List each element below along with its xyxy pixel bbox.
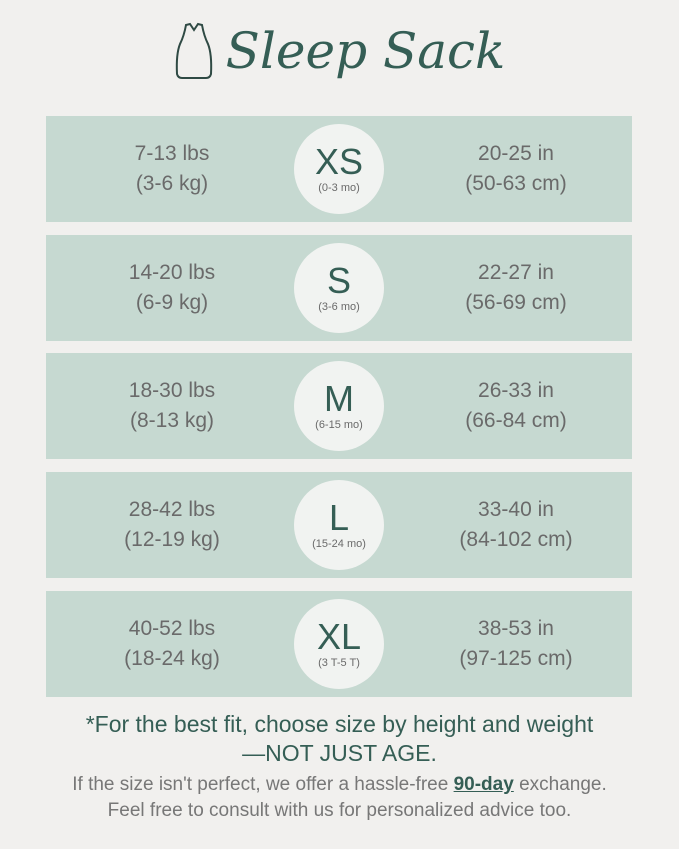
weight-lbs: 28-42 lbs bbox=[128, 498, 216, 521]
size-badge: M (6-15 mo) bbox=[294, 361, 384, 451]
age-range: (15-24 mo) bbox=[312, 538, 366, 550]
consult-text: Feel free to consult with us for persona… bbox=[107, 800, 572, 821]
height-in: 38-53 in bbox=[478, 617, 554, 640]
height-cm: (84-102 cm) bbox=[459, 528, 573, 551]
size-label: S bbox=[326, 260, 351, 301]
height: 20-25 in (50-63 cm) bbox=[406, 139, 626, 199]
age-range: (3-6 mo) bbox=[318, 301, 360, 313]
height-cm: (97-125 cm) bbox=[459, 647, 573, 670]
weight: 18-30 lbs (8-13 kg) bbox=[62, 376, 282, 436]
weight-lbs: 14-20 lbs bbox=[128, 261, 216, 284]
weight-kg: (8-13 kg) bbox=[129, 409, 215, 432]
exchange-text: If the size isn't perfect, we offer a ha… bbox=[72, 774, 454, 795]
size-row: 28-42 lbs (12-19 kg) L (15-24 mo) 33-40 in… bbox=[46, 472, 632, 578]
weight-kg: (6-9 kg) bbox=[135, 291, 209, 314]
size-label: XL bbox=[316, 616, 362, 657]
weight-kg: (12-19 kg) bbox=[124, 528, 220, 551]
size-label: XS bbox=[314, 141, 364, 182]
size-badge: S (3-6 mo) bbox=[294, 243, 384, 333]
sleep-sack-icon bbox=[175, 22, 212, 79]
exchange-note: If the size isn't perfect, we offer a ha… bbox=[0, 772, 679, 824]
age-range: (6-15 mo) bbox=[315, 419, 363, 431]
size-badge: XS (0-3 mo) bbox=[294, 124, 384, 214]
exchange-text-end: exchange. bbox=[513, 774, 607, 795]
height-in: 33-40 in bbox=[478, 498, 554, 521]
height-in: 20-25 in bbox=[478, 142, 554, 165]
height: 22-27 in (56-69 cm) bbox=[406, 258, 626, 318]
weight-kg: (18-24 kg) bbox=[124, 647, 220, 670]
size-row: 40-52 lbs (18-24 kg) XL (3 T-5 T) 38-53 in… bbox=[46, 591, 632, 697]
height-in: 26-33 in bbox=[478, 379, 554, 402]
page-title: Sleep Sack bbox=[225, 22, 506, 80]
height: 38-53 in (97-125 cm) bbox=[406, 614, 626, 674]
header: Sleep Sack bbox=[0, 22, 679, 80]
fit-note-line1: *For the best fit, choose size by height… bbox=[85, 711, 594, 737]
height-cm: (50-63 cm) bbox=[465, 172, 567, 195]
fit-note-line2: —NOT JUST AGE. bbox=[242, 740, 437, 766]
size-label: L bbox=[328, 497, 350, 538]
size-row: 7-13 lbs (3-6 kg) XS (0-3 mo) 20-25 in (50-… bbox=[46, 116, 632, 222]
age-range: (0-3 mo) bbox=[318, 182, 360, 194]
weight-lbs: 18-30 lbs bbox=[128, 379, 216, 402]
height-in: 22-27 in bbox=[478, 261, 554, 284]
size-row: 18-30 lbs (8-13 kg) M (6-15 mo) 26-33 in (6… bbox=[46, 353, 632, 459]
weight-lbs: 7-13 lbs bbox=[134, 142, 210, 165]
height: 33-40 in (84-102 cm) bbox=[406, 495, 626, 555]
weight: 14-20 lbs (6-9 kg) bbox=[62, 258, 282, 318]
size-badge: L (15-24 mo) bbox=[294, 480, 384, 570]
weight: 28-42 lbs (12-19 kg) bbox=[62, 495, 282, 555]
exchange-days: 90-day bbox=[453, 774, 514, 795]
weight: 40-52 lbs (18-24 kg) bbox=[62, 614, 282, 674]
age-range: (3 T-5 T) bbox=[318, 657, 360, 669]
size-label: M bbox=[324, 378, 354, 419]
size-badge: XL (3 T-5 T) bbox=[294, 599, 384, 689]
size-row: 14-20 lbs (6-9 kg) S (3-6 mo) 22-27 in (56-… bbox=[46, 235, 632, 341]
fit-note: *For the best fit, choose size by height… bbox=[0, 710, 679, 768]
height: 26-33 in (66-84 cm) bbox=[406, 376, 626, 436]
weight: 7-13 lbs (3-6 kg) bbox=[62, 139, 282, 199]
height-cm: (66-84 cm) bbox=[465, 409, 567, 432]
height-cm: (56-69 cm) bbox=[465, 291, 567, 314]
weight-lbs: 40-52 lbs bbox=[128, 617, 216, 640]
weight-kg: (3-6 kg) bbox=[135, 172, 209, 195]
